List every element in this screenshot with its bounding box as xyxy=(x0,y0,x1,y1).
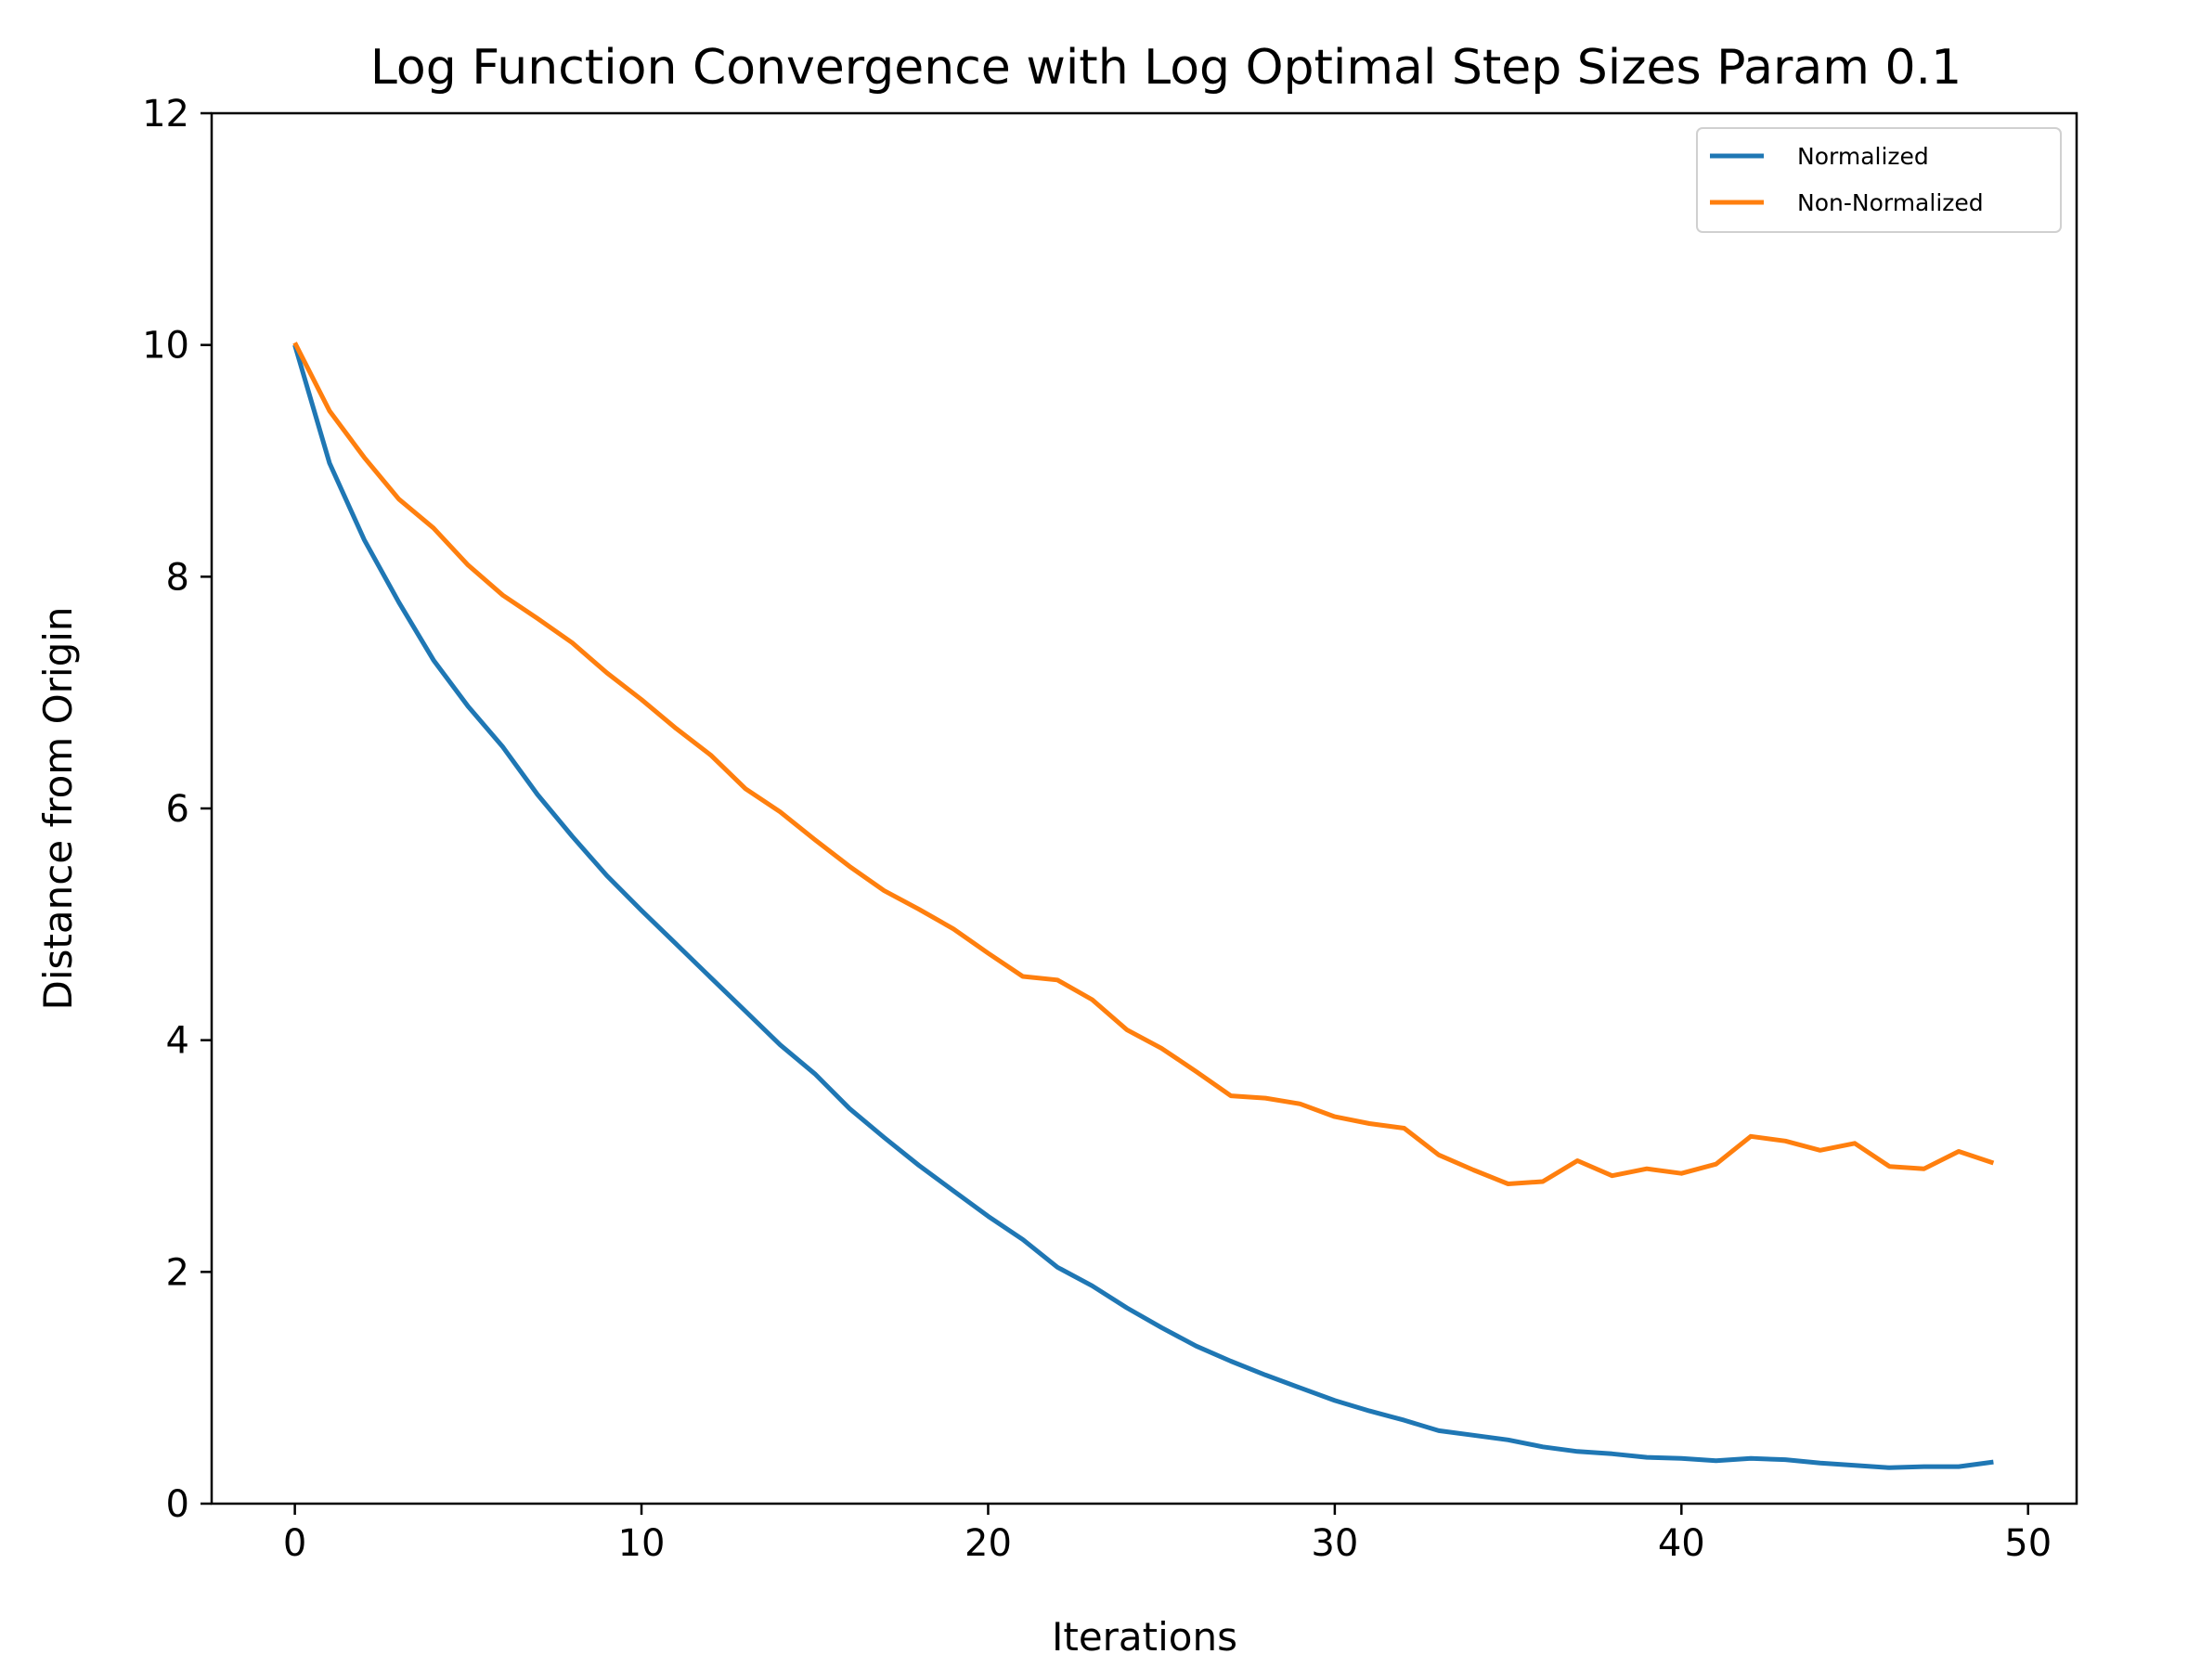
x-tick-label: 50 xyxy=(2004,1522,2052,1565)
x-tick-label: 20 xyxy=(965,1522,1012,1565)
x-tick-label: 30 xyxy=(1311,1522,1358,1565)
x-tick-label: 40 xyxy=(1658,1522,1705,1565)
y-tick-label: 6 xyxy=(166,788,189,831)
series-line-normalized xyxy=(292,343,1994,1470)
y-axis: 0 2 4 6 8 10 12 xyxy=(142,93,212,1526)
legend: Normalized Non-Normalized xyxy=(1696,127,2062,233)
legend-label-non-normalized: Non-Normalized xyxy=(1797,189,1984,216)
y-tick-label: 2 xyxy=(166,1251,189,1294)
y-tick-label: 4 xyxy=(166,1020,189,1063)
x-tick-label: 10 xyxy=(618,1522,666,1565)
chart-title: Log Function Convergence with Log Optima… xyxy=(370,40,1961,96)
x-axis: 0 10 20 30 40 50 xyxy=(283,1504,2052,1565)
series-line-non-normalized xyxy=(292,342,1995,1186)
legend-label-normalized: Normalized xyxy=(1797,143,1929,170)
x-tick-label: 0 xyxy=(283,1522,306,1565)
plot-frame xyxy=(210,111,2078,1506)
y-tick-label: 0 xyxy=(166,1483,189,1526)
legend-box xyxy=(1696,127,2062,233)
x-axis-label: Iterations xyxy=(1052,1614,1237,1660)
y-tick-label: 8 xyxy=(166,556,189,599)
y-tick-label: 12 xyxy=(142,93,189,136)
series-lines xyxy=(292,342,1995,1470)
y-axis-label: Distance from Origin xyxy=(35,606,81,1010)
y-tick-label: 10 xyxy=(142,325,189,368)
